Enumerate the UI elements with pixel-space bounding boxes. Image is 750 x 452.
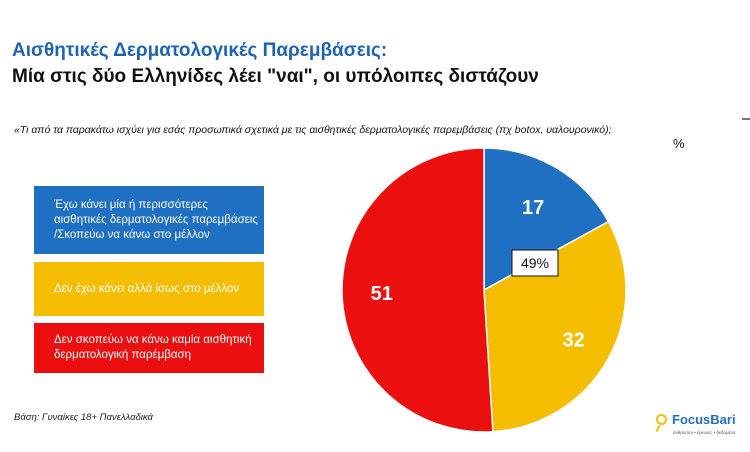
- magnifier-icon: [656, 414, 667, 425]
- annotation-box: [511, 249, 559, 277]
- unit-label: %: [673, 136, 685, 151]
- pie-chart: 17 32 51 49%: [341, 147, 627, 433]
- legend-item-no-plan: Δεν σκοπεύω να κάνω καμία αισθητική δερμ…: [34, 323, 264, 373]
- survey-question: «Τι από τα παρακάτω ισχύει για εσάς προσ…: [14, 124, 612, 136]
- annotation-label: 49%: [521, 255, 549, 271]
- legend-item-maybe-future: Δεν έχω κάνει αλλά ίσως στο μέλλον: [34, 262, 264, 316]
- slice-label-done-or-plan: 17: [522, 197, 544, 219]
- logo-text: FocusBari: [672, 412, 736, 427]
- divider: [742, 118, 750, 120]
- logo-tagline: άνθρωποι • έρευνες • δεδομένα: [673, 430, 736, 435]
- slice-label-no-plan: 51: [371, 283, 393, 305]
- page-title-line2: Μία στις δύο Ελληνίδες λέει "ναι", οι υπ…: [12, 66, 539, 87]
- slice-label-maybe-future: 32: [562, 329, 584, 351]
- footnote: Βάση: Γυναίκες 18+ Πανελλαδικά: [14, 412, 153, 423]
- legend-label: Έχω κάνει μία ή περισσότερες αισθητικές …: [54, 198, 258, 241]
- magnifier-handle: [655, 424, 661, 433]
- legend-label: Δεν έχω κάνει αλλά ίσως στο μέλλον: [54, 282, 240, 295]
- slice-no-plan: [341, 147, 494, 433]
- legend-label: Δεν σκοπεύω να κάνω καμία αισθητική δερμ…: [54, 334, 252, 361]
- page-title-line1: Αισθητικές Δερματολογικές Παρεμβάσεις:: [12, 40, 388, 61]
- legend-item-done-or-plan: Έχω κάνει μία ή περισσότερες αισθητικές …: [34, 186, 264, 254]
- focusbari-logo: FocusBari άνθρωποι • έρευνες • δεδομένα: [655, 410, 747, 444]
